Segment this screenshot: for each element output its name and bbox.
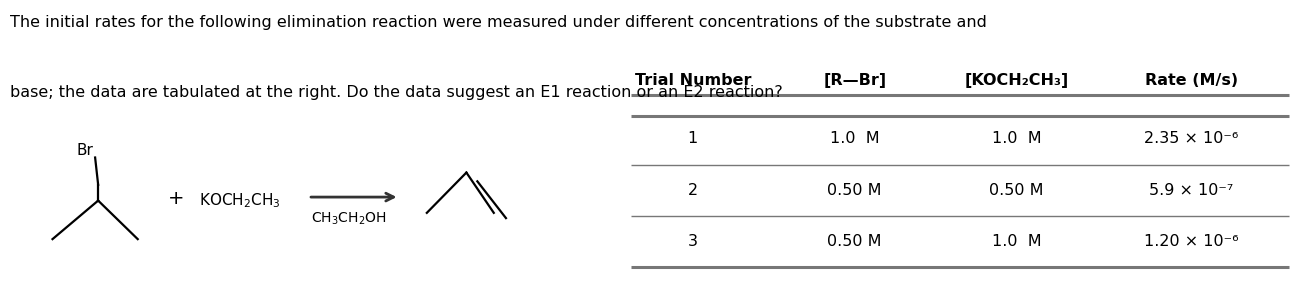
FancyArrowPatch shape — [311, 193, 394, 201]
Text: 5.9 × 10⁻⁷: 5.9 × 10⁻⁷ — [1149, 183, 1234, 198]
Text: 2.35 × 10⁻⁶: 2.35 × 10⁻⁶ — [1145, 131, 1238, 146]
Text: Trial Number: Trial Number — [635, 72, 751, 88]
Text: CH$_3$CH$_2$OH: CH$_3$CH$_2$OH — [311, 211, 387, 227]
Text: 0.50 M: 0.50 M — [989, 183, 1044, 198]
Text: KOCH$_2$CH$_3$: KOCH$_2$CH$_3$ — [198, 191, 280, 210]
Text: 1.0  M: 1.0 M — [992, 131, 1041, 146]
Text: [KOCH₂CH₃]: [KOCH₂CH₃] — [965, 72, 1068, 88]
Text: base; the data are tabulated at the right. Do the data suggest an E1 reaction or: base; the data are tabulated at the righ… — [10, 85, 783, 100]
Text: Br: Br — [76, 143, 93, 158]
Text: 2: 2 — [688, 183, 698, 198]
Text: Rate (M/s): Rate (M/s) — [1145, 72, 1238, 88]
Text: 1.20 × 10⁻⁶: 1.20 × 10⁻⁶ — [1145, 234, 1238, 249]
Text: 1.0  M: 1.0 M — [830, 131, 879, 146]
Text: 1: 1 — [688, 131, 698, 146]
Text: 3: 3 — [688, 234, 698, 249]
Text: 0.50 M: 0.50 M — [828, 183, 882, 198]
Text: 1.0  M: 1.0 M — [992, 234, 1041, 249]
Text: [R—Br]: [R—Br] — [824, 72, 886, 88]
Text: +: + — [168, 189, 185, 208]
Text: 0.50 M: 0.50 M — [828, 234, 882, 249]
Text: The initial rates for the following elimination reaction were measured under dif: The initial rates for the following elim… — [10, 15, 987, 30]
